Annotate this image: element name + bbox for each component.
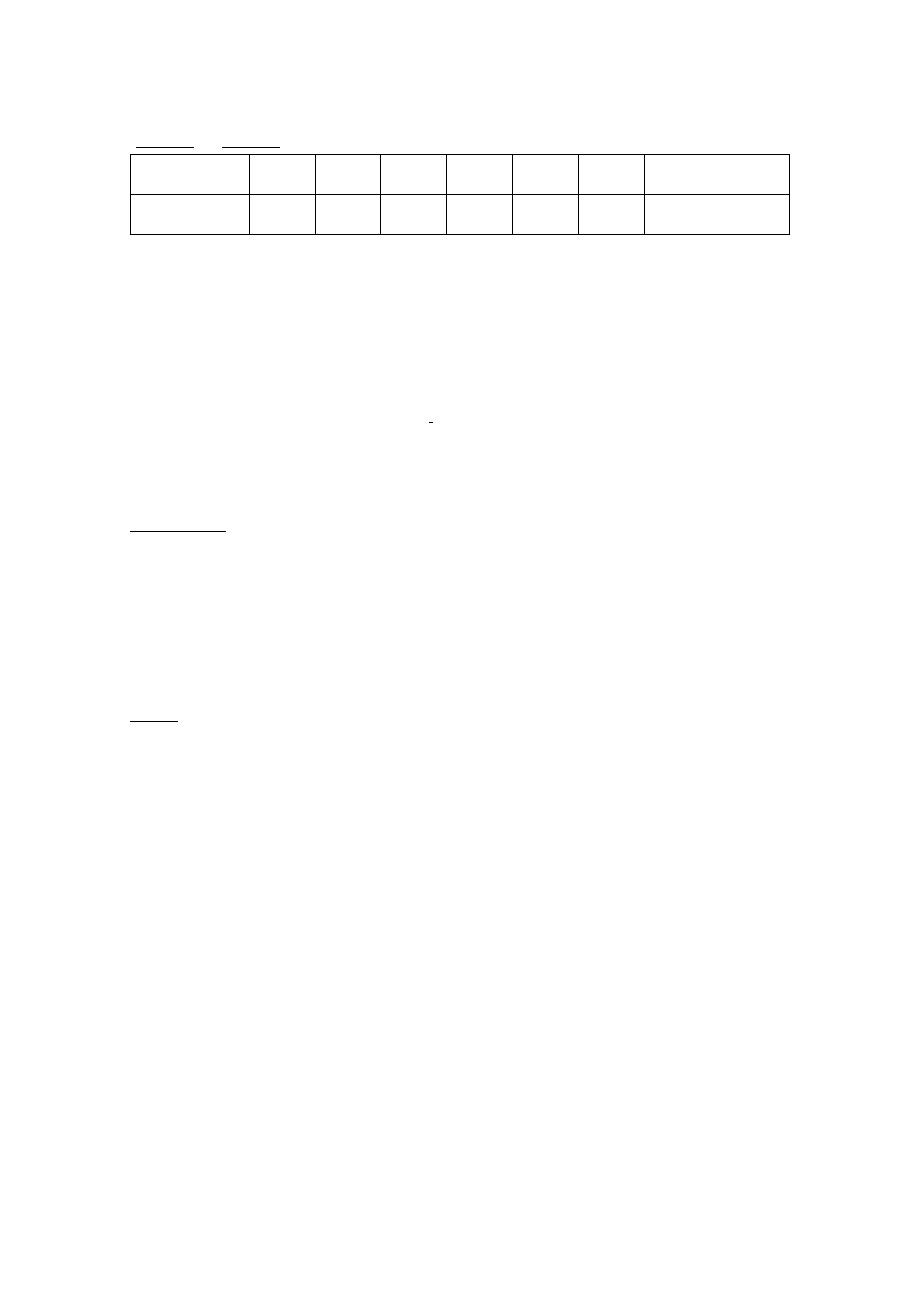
hex-figure-1 [130, 572, 250, 691]
cell [315, 195, 381, 235]
cell [513, 195, 579, 235]
cell [447, 155, 513, 195]
table-row [131, 195, 790, 235]
table-row [131, 155, 790, 195]
expr-row-2 [130, 405, 790, 437]
cell [579, 195, 645, 235]
cell [513, 155, 579, 195]
hexagon-svg-1 [130, 572, 250, 677]
cell [381, 155, 447, 195]
cell [315, 155, 381, 195]
hex-figure-3 [480, 572, 700, 691]
answer-blank [178, 514, 226, 532]
hexagon-figures [130, 572, 790, 691]
cell [579, 155, 645, 195]
header-line [130, 130, 790, 148]
q2-2-text [130, 700, 790, 732]
expr [704, 405, 790, 437]
answer-blank [130, 704, 178, 722]
cell [249, 155, 315, 195]
hexagon-svg-3 [480, 572, 700, 677]
expr [572, 405, 704, 437]
hex-figure-2 [280, 572, 450, 691]
q2-1-text [130, 477, 790, 542]
cell [644, 155, 789, 195]
cell [381, 195, 447, 235]
cell [131, 155, 250, 195]
answer-blank [130, 514, 178, 532]
cell [447, 195, 513, 235]
class-blank [222, 130, 280, 148]
expr [427, 405, 572, 437]
cell [644, 195, 789, 235]
cell [249, 195, 315, 235]
expr [130, 405, 275, 437]
score-table [130, 154, 790, 235]
cell [131, 195, 250, 235]
hexagon-svg-2 [280, 572, 450, 677]
name-blank [136, 130, 194, 148]
expr [275, 405, 427, 437]
